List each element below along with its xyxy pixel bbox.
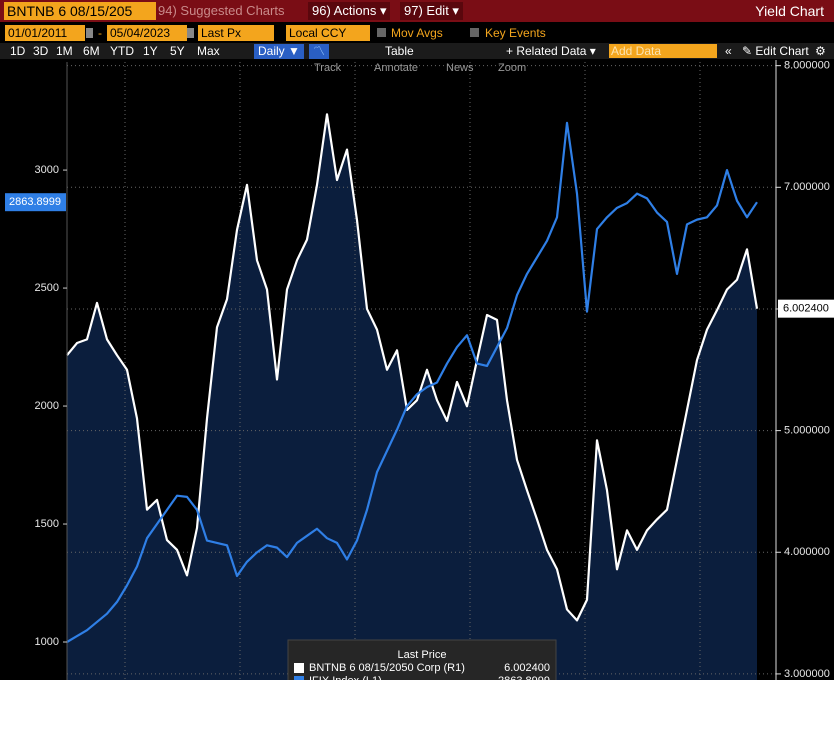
chart-kind: Yield Chart [755, 3, 824, 19]
tool-button[interactable]: Zoom [498, 62, 527, 74]
y-tick-label: 2000 [35, 400, 59, 412]
period-button[interactable]: 5Y [170, 44, 185, 58]
key-events[interactable]: Key Events [485, 26, 546, 40]
y2-tick-label: 8.000000 [784, 60, 830, 72]
calendar-icon[interactable] [86, 28, 93, 38]
series-line [66, 121, 758, 643]
legend-box [287, 639, 557, 680]
title-bar: BNTNB 6 08/15/205 94) Suggested Charts 9… [0, 0, 834, 22]
period-button[interactable]: 1M [56, 44, 73, 58]
period-bar: 1D 3D 1M 6M YTD 1Y 5Y Max Daily ▼ 〽 Table + Rel… [0, 43, 834, 59]
tool-button[interactable]: News [446, 62, 474, 74]
mov-avgs[interactable]: Mov Avgs [391, 26, 443, 40]
end-date[interactable]: 05/04/2023 [107, 25, 187, 41]
y2-tick-label: 7.000000 [784, 181, 830, 193]
controls-bar: 01/01/2011 - 05/04/2023 Last Px Local CC… [0, 24, 834, 42]
date-dash: - [98, 26, 102, 40]
y-tick-label: 3000 [35, 164, 59, 176]
collapse[interactable]: « [725, 44, 732, 58]
period-button[interactable]: Max [197, 44, 220, 58]
period-button[interactable]: 6M [83, 44, 100, 58]
last-price-tag [778, 299, 834, 318]
frequency-select[interactable]: Daily ▼ [254, 44, 304, 59]
frequency-label: Daily [258, 44, 285, 58]
related-data[interactable]: + Related Data ▾ [506, 44, 596, 58]
legend-value: 6.002400 [504, 662, 550, 674]
checkbox[interactable] [377, 28, 386, 37]
start-date[interactable]: 01/01/2011 [5, 25, 85, 41]
edit-label: 97) Edit [404, 3, 449, 18]
y-tick-label: 1000 [35, 636, 59, 648]
edit-chart-label: Edit Chart [755, 44, 809, 58]
related-label: Related Data [516, 44, 587, 58]
table-button[interactable]: Table [385, 44, 414, 58]
chart: 1000 1500 2000 2500 3000 3.000000 4.000000 5.00… [5, 60, 834, 680]
add-data-field[interactable]: Add Data [609, 44, 717, 58]
tool-button[interactable]: Annotate [374, 62, 419, 74]
last-price-label: 6.002400 [783, 303, 829, 315]
legend-entry: IFIX Index (L1) [309, 675, 382, 680]
legend-title: Last Price [398, 649, 447, 661]
period-button[interactable]: 3D [33, 44, 49, 58]
y-tick-label: 2500 [35, 282, 59, 294]
area [67, 114, 757, 680]
period-button[interactable]: 1D [10, 44, 26, 58]
actions-menu[interactable]: 96) Actions ▾ [308, 2, 391, 20]
settings[interactable]: ⚙ [815, 44, 826, 58]
edit-menu[interactable]: 97) Edit ▾ [400, 2, 463, 20]
tool-bar: Track Annotate News Zoom [0, 60, 834, 76]
calendar-icon[interactable] [187, 28, 194, 38]
edit-chart[interactable]: ✎ Edit Chart [742, 44, 809, 58]
legend-entry: BNTNB 6 08/15/2050 Corp (R1) [309, 662, 465, 674]
last-price-label: 2863.8999 [9, 196, 61, 208]
currency-select[interactable]: Local CCY [286, 25, 370, 41]
tool-button[interactable]: Track [314, 62, 342, 74]
legend-value: 2863.8999 [498, 675, 550, 680]
line-style[interactable]: 〽 [309, 44, 330, 59]
y2-tick-label: 3.000000 [784, 668, 830, 680]
suggested-charts[interactable]: 94) Suggested Charts [158, 3, 285, 18]
y-tick-label: 1500 [35, 518, 59, 530]
field-select[interactable]: Last Px [198, 25, 274, 41]
legend-swatch [294, 676, 304, 680]
y2-tick-label: 4.000000 [784, 546, 830, 558]
legend-swatch [294, 663, 304, 673]
checkbox[interactable] [470, 28, 479, 37]
actions-label: 96) Actions [312, 3, 377, 18]
terminal-screen: BNTNB 6 08/15/205 94) Suggested Charts 9… [0, 0, 834, 680]
last-price-tag [5, 193, 66, 212]
y2-tick-label: 5.000000 [784, 425, 830, 437]
period-button[interactable]: YTD [110, 44, 134, 58]
security-field[interactable]: BNTNB 6 08/15/205 [4, 2, 156, 20]
period-button[interactable]: 1Y [143, 44, 158, 58]
series-line [66, 113, 759, 622]
